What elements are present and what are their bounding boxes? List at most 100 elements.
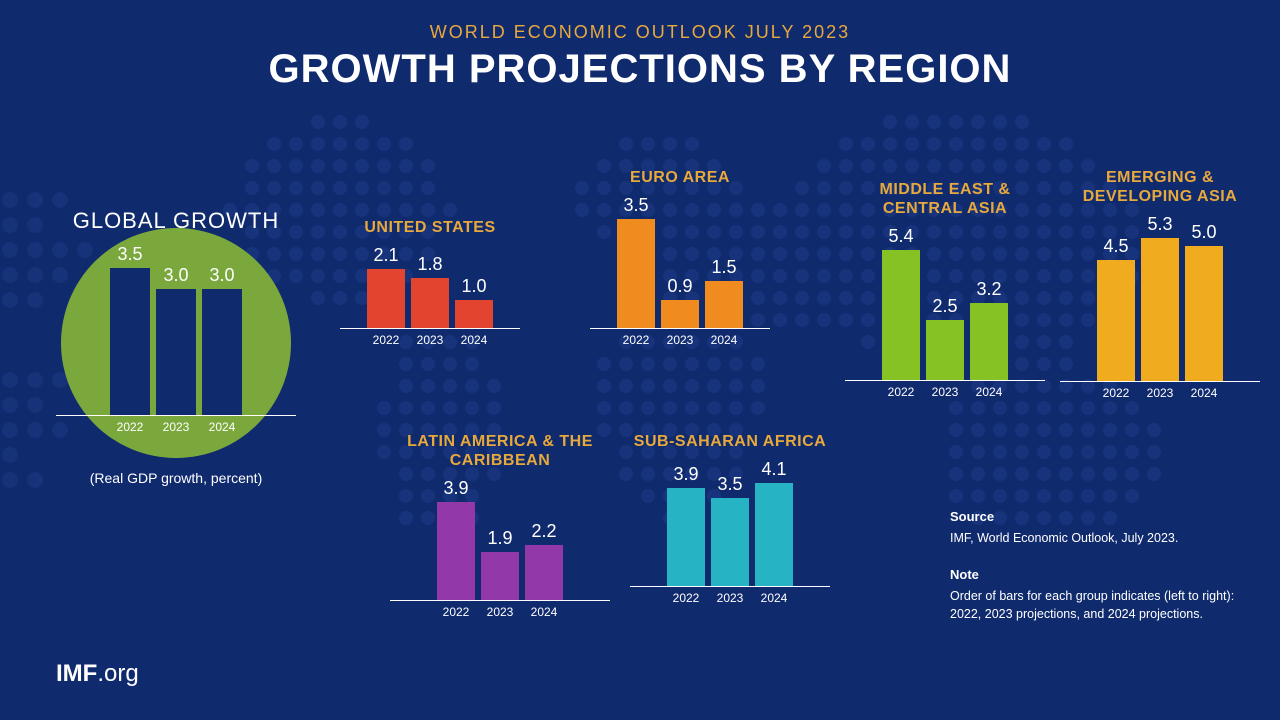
chart-meca: MIDDLE EAST & CENTRAL ASIA5.42.53.220222…: [845, 180, 1045, 399]
chart-title-asia: EMERGING & DEVELOPING ASIA: [1060, 168, 1260, 206]
bar-value: 3.9: [443, 478, 468, 499]
bar-value: 3.5: [623, 195, 648, 216]
bar-label: 2023: [711, 591, 749, 605]
bar-labels-us: 202220232024: [340, 333, 520, 347]
bar: [437, 502, 475, 600]
bar: [970, 303, 1008, 380]
bar-label: 2022: [1097, 386, 1135, 400]
chart-euro: EURO AREA 3.5 0.9 1.5 2022 2023 2024: [590, 168, 770, 347]
chart-title-meca: MIDDLE EAST & CENTRAL ASIA: [845, 180, 1045, 218]
note-block: Note Order of bars for each group indica…: [950, 566, 1240, 623]
bar: [202, 289, 242, 415]
bar-wrap: 1.5: [705, 257, 743, 328]
chart-ssa: SUB-SAHARAN AFRICA 3.9 3.5 4.1 2022 2023 2024: [630, 432, 830, 605]
bar-value: 3.0: [163, 265, 188, 286]
bar-label: 2023: [1141, 386, 1179, 400]
bar-label: 2024: [705, 333, 743, 347]
bar-wrap: 3.5: [617, 195, 655, 328]
footer-brand-light: .org: [97, 660, 138, 687]
bar-wrap: 0.9: [661, 276, 699, 328]
bar: [882, 250, 920, 380]
bar: [667, 488, 705, 586]
bar-label: 2023: [411, 333, 449, 347]
bar-value: 3.0: [209, 265, 234, 286]
bar: [705, 281, 743, 328]
bar-label: 2023: [156, 420, 196, 434]
bars-euro: 3.5 0.9 1.5: [590, 195, 770, 329]
bars-global: 3.5 3.0 3.0: [56, 244, 296, 416]
bar: [926, 320, 964, 380]
bar-wrap: 1.0: [455, 276, 493, 328]
bar-wrap: 5.3: [1141, 214, 1179, 381]
bar: [367, 269, 405, 328]
bar: [661, 300, 699, 328]
bar-wrap: 5.4: [882, 226, 920, 380]
bar: [617, 219, 655, 328]
bar-wrap: 4.5: [1097, 236, 1135, 382]
bar-wrap: 1.8: [411, 254, 449, 328]
bar-wrap: 2.5: [926, 296, 964, 380]
bar-label: 2022: [617, 333, 655, 347]
bar-value: 3.9: [673, 464, 698, 485]
note-heading: Note: [950, 566, 1240, 584]
bar-label: 2023: [661, 333, 699, 347]
bar-value: 1.5: [711, 257, 736, 278]
bar-labels-ssa: 2022 2023 2024: [630, 591, 830, 605]
chart-asia: EMERGING & DEVELOPING ASIA 4.5 5.35.0 2022 2…: [1060, 168, 1260, 400]
header-subtitle: WORLD ECONOMIC OUTLOOK JULY 2023: [0, 22, 1280, 43]
bar-label: 2024: [525, 605, 563, 619]
bar-value: 2.2: [531, 521, 556, 542]
bar-label: 2022: [367, 333, 405, 347]
chart-title-us: UNITED STATES: [340, 218, 520, 237]
bar-value: 1.8: [417, 254, 442, 275]
bars-us: 2.1 1.8 1.0: [340, 245, 520, 329]
bar-label: 2024: [202, 420, 242, 434]
chart-title-euro: EURO AREA: [590, 168, 770, 187]
bar-wrap: 3.5: [110, 244, 150, 415]
bar-wrap: 3.5: [711, 474, 749, 586]
bar: [525, 545, 563, 600]
source-text: IMF, World Economic Outlook, July 2023.: [950, 530, 1240, 548]
bars-ssa: 3.9 3.5 4.1: [630, 459, 830, 587]
bar-wrap: 3.0: [156, 265, 196, 415]
bar-wrap: 4.1: [755, 459, 793, 586]
bar: [481, 552, 519, 600]
bar-wrap: 3.9: [437, 478, 475, 600]
bar-wrap: 1.9: [481, 528, 519, 600]
chart-latam: LATIN AMERICA & THE CARIBBEAN 3.9 1.9 2.2 20…: [390, 432, 610, 619]
bar-value: 2.1: [373, 245, 398, 266]
bar: [455, 300, 493, 328]
bar-label: 2024: [755, 591, 793, 605]
bar-value: 1.0: [461, 276, 486, 297]
bar: [1141, 238, 1179, 381]
bar-label: 2024: [970, 385, 1008, 399]
bars-latam: 3.9 1.9 2.2: [390, 478, 610, 601]
chart-global: GLOBAL GROWTH 3.53.03.0 202220232024 (Re…: [56, 208, 296, 486]
bar-wrap: 3.0: [202, 265, 242, 415]
source-block: Source IMF, World Economic Outlook, July…: [950, 508, 1240, 548]
bar: [1097, 260, 1135, 382]
bar: [411, 278, 449, 328]
chart-us: UNITED STATES2.11.81.0202220232024: [340, 218, 520, 347]
bar-value: 3.5: [717, 474, 742, 495]
bar-value: 1.9: [487, 528, 512, 549]
bar-labels-asia: 202220232024: [1060, 386, 1260, 400]
source-heading: Source: [950, 508, 1240, 526]
note-text: Order of bars for each group indicates (…: [950, 588, 1240, 623]
bar-value: 4.5: [1103, 236, 1128, 257]
bar-wrap: 2.1: [367, 245, 405, 328]
bar-wrap: 5.0: [1185, 222, 1223, 381]
footer-brand-bold: IMF: [56, 660, 97, 687]
bar-wrap: 3.2: [970, 279, 1008, 380]
bar: [711, 498, 749, 586]
bar-label: 2022: [667, 591, 705, 605]
chart-title-ssa: SUB-SAHARAN AFRICA: [630, 432, 830, 451]
header: WORLD ECONOMIC OUTLOOK JULY 2023 GROWTH …: [0, 0, 1280, 92]
bar-label: 2022: [882, 385, 920, 399]
bar-labels-meca: 202220232024: [845, 385, 1045, 399]
bar-label: 2022: [437, 605, 475, 619]
chart-title-latam: LATIN AMERICA & THE CARIBBEAN: [390, 432, 610, 470]
bar-value: 3.5: [117, 244, 142, 265]
bar-value: 2.5: [932, 296, 957, 317]
bar-labels-euro: 2022 2023 2024: [590, 333, 770, 347]
